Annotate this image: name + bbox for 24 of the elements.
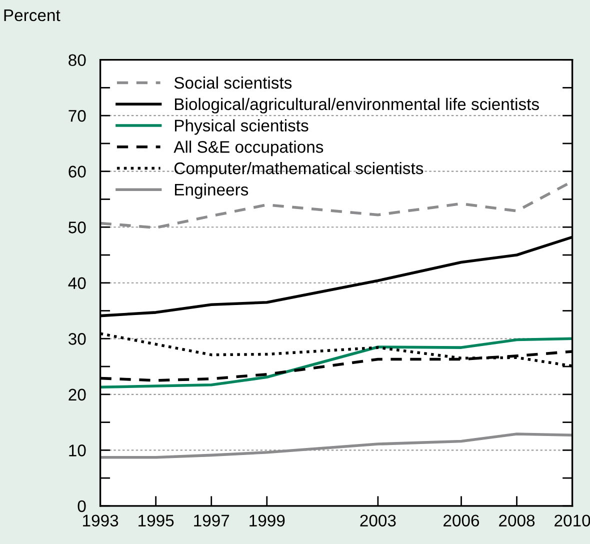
y-tick-label: 10: [69, 444, 86, 456]
legend-label: Engineers: [175, 183, 248, 199]
y-tick-label: 30: [68, 333, 86, 345]
y-tick-label: 0: [78, 500, 86, 512]
y-tick-label: 70: [68, 110, 86, 122]
x-tick-label: 1993: [83, 514, 118, 526]
y-tick-label: 50: [68, 222, 86, 234]
legend-label: Social scientists: [174, 76, 292, 89]
x-tick-label: 2010: [554, 514, 590, 526]
legend-label: All S&E occupations: [174, 140, 324, 156]
x-tick-label: 2003: [360, 514, 396, 526]
legend-label: Physical scientists: [175, 119, 308, 135]
legend-label: Biological/agricultural/environmental life scientists: [175, 98, 539, 114]
x-tick-label: 2008: [499, 514, 535, 526]
y-tick-label: 80: [68, 54, 86, 66]
x-tick-label: 2006: [444, 514, 480, 526]
legend-label: Computer/mathematical scientists: [174, 162, 424, 178]
y-axis-title: Percent: [4, 10, 60, 22]
x-tick-label: 1995: [138, 514, 174, 526]
x-tick-label: 1999: [250, 514, 285, 526]
x-tick-label: 1997: [194, 514, 230, 526]
y-tick-label: 60: [68, 166, 86, 178]
y-tick-label: 20: [68, 388, 86, 401]
y-tick-label: 40: [68, 277, 86, 290]
